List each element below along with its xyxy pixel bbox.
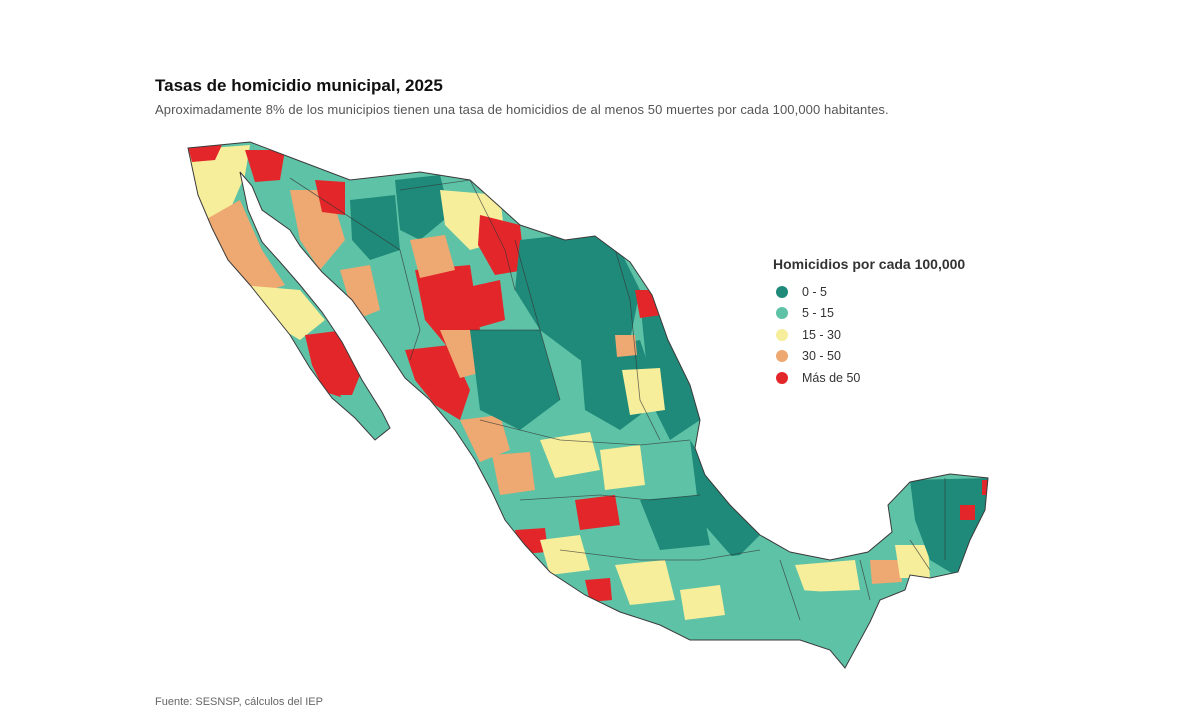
page-subtitle: Aproximadamente 8% de los municipios tie… [155, 102, 889, 117]
legend-label: 15 - 30 [802, 327, 841, 342]
region-oaxaca-yellow [680, 585, 725, 620]
legend-title: Homicidios por cada 100,000 [773, 256, 966, 272]
region-sonora-red [245, 150, 285, 182]
legend-swatch-15-30 [776, 328, 788, 341]
region-sinaloa-red [405, 345, 470, 420]
state-borders [289, 177, 946, 621]
region-michoacan-red [575, 495, 620, 530]
region-sanluis-yellow [622, 368, 665, 415]
region-baja-red-tijuana [188, 145, 222, 162]
region-oaxaca-mix [700, 550, 800, 635]
legend-item-15-30: 15 - 30 [773, 324, 965, 346]
legend-swatch-5-15 [776, 307, 788, 320]
region-michoacan-yellow [540, 535, 590, 575]
region-mexico-dark [640, 495, 710, 550]
region-durango-dark [470, 330, 560, 430]
legend-label: 5 - 15 [802, 306, 834, 321]
region-sonora-orange2 [340, 265, 380, 320]
region-sonora-dark [350, 195, 400, 260]
legend-label: 0 - 5 [802, 284, 828, 299]
region-tabasco-orange [870, 560, 902, 584]
legend-swatch-30-50 [776, 350, 788, 363]
region-sonora-red2 [315, 180, 345, 215]
region-baja-sur-tip [340, 395, 392, 442]
region-chihuahua-red3 [455, 280, 505, 330]
region-chihuahua-dark [395, 175, 450, 240]
region-chihuahua-red2 [415, 265, 480, 350]
region-guerrero-red [585, 578, 612, 602]
legend-label: Más de 50 [802, 370, 861, 385]
legend-item-0-5: 0 - 5 [773, 281, 965, 303]
region-guerrero-yellow [615, 560, 675, 605]
map-base-fill [188, 142, 988, 668]
region-baja-orange [205, 200, 285, 295]
region-quintanaroo-red [960, 505, 975, 520]
region-coahuila-dark [515, 230, 640, 360]
legend-swatch-0-5 [776, 285, 788, 298]
region-guanajuato-yellow [600, 445, 645, 490]
legend-label: 30 - 50 [802, 349, 841, 364]
legend-item-5-15: 5 - 15 [773, 303, 965, 325]
region-tabasco-yellow [795, 560, 860, 592]
page-title: Tasas de homicidio municipal, 2025 [155, 76, 443, 95]
region-campeche-yellow [895, 545, 930, 578]
region-chihuahua-red [478, 215, 525, 275]
region-chiapas-mix [800, 590, 870, 650]
region-zacatecas-yellow [540, 432, 600, 478]
legend-item-30-50: 30 - 50 [773, 346, 965, 368]
source-note: Fuente: SESNSP, cálculos del IEP [155, 696, 323, 708]
region-jalisco-orange [492, 452, 535, 495]
map-legend: Homicidios por cada 100,000 0 - 5 5 - 15… [773, 256, 965, 389]
region-nayarit-mix [460, 415, 510, 462]
region-tamaulipas-orange [615, 335, 637, 357]
legend-swatch-mas-de-50 [776, 371, 788, 384]
legend-item-mas-de-50: Más de 50 [773, 367, 965, 389]
region-chihuahua-orange [410, 235, 455, 278]
region-baja-sur-red [305, 330, 360, 400]
